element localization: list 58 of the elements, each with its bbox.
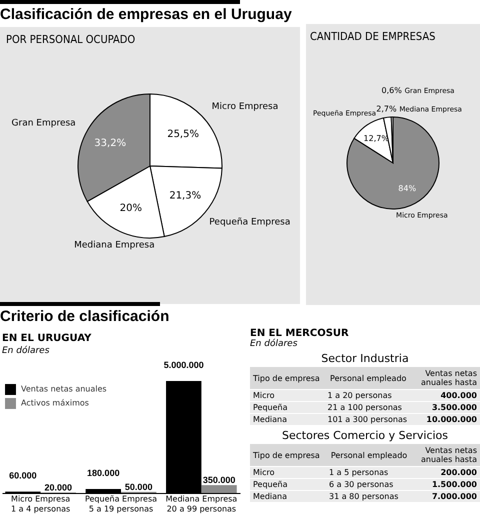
pie-slice <box>346 116 440 210</box>
data-label: 50.000 <box>124 482 152 492</box>
x-tick-label: Mediana Empresa 20 a 99 personas <box>166 494 238 514</box>
text: 3.500.000 <box>412 402 480 413</box>
data-label: 350.000 <box>202 475 236 486</box>
text: 200.000 <box>412 467 480 478</box>
text: 10.000.000 <box>412 414 480 425</box>
text: Tipo de empresa <box>250 444 326 466</box>
text: Tipo de empresa <box>250 367 324 389</box>
data-label: 0,6% <box>381 86 402 96</box>
slice-label: Mediana Empresa <box>74 240 155 250</box>
text: Ventas netas anuales hasta <box>412 444 480 466</box>
text: 400.000 <box>412 390 480 401</box>
data-label: 2,7% <box>376 104 397 114</box>
text: Micro <box>250 390 324 401</box>
legend-label: Activos máximos <box>21 398 89 408</box>
text: Micro <box>250 467 326 478</box>
x-tick-label: Micro Empresa 1 a 4 personas <box>10 494 70 514</box>
data-label: 180.000 <box>87 468 120 478</box>
x-tick-label: Pequeña Empresa 5 a 19 personas <box>84 494 158 514</box>
chart-title: Clasificación de empresas en el Uruguay <box>0 5 292 23</box>
text: 21 a 100 personas <box>324 402 412 413</box>
data-label: 20% <box>120 202 142 214</box>
text: 1.500.000 <box>412 479 480 490</box>
text: Mediana <box>250 414 324 425</box>
text: Ventas netas anuales hasta <box>412 367 480 389</box>
text: Personal empleado <box>326 444 412 466</box>
text: En dólares <box>2 345 50 356</box>
text: Pequeña <box>250 402 324 413</box>
chart-title: Criterio de clasificación <box>0 307 170 325</box>
text: 101 a 300 personas <box>324 414 412 425</box>
slice-label: Gran Empresa <box>12 118 76 129</box>
data-label: 20.000 <box>44 482 72 493</box>
text: Mediana <box>250 491 326 502</box>
data-label: 25,5% <box>167 128 199 140</box>
data-label: 84% <box>398 184 416 193</box>
text: 1 a 5 personas <box>326 467 412 478</box>
data-label: 33,2% <box>94 138 126 149</box>
chart-subtitle: EN EL URUGUAY <box>2 333 92 344</box>
text: Sectores Comercio y Servicios <box>280 429 450 442</box>
text: 31 a 80 personas <box>326 491 412 502</box>
text: En dólares <box>250 339 298 349</box>
slice-label: Pequeña Empresa <box>209 217 290 228</box>
chart-title: CANTIDAD DE EMPRESAS <box>310 30 436 43</box>
text: Pequeña <box>250 479 326 490</box>
text: 7.000.000 <box>412 491 480 502</box>
text: 6 a 30 personas <box>326 479 412 490</box>
text: Sector Industria <box>320 352 410 365</box>
data-label: 60.000 <box>9 470 37 481</box>
text: Personal empleado <box>324 367 412 389</box>
text: EN EL MERCOSUR <box>250 328 350 339</box>
text: 1 a 20 personas <box>324 390 412 401</box>
data-label: 21,3% <box>169 190 202 202</box>
legend-label: Ventas netas anuales <box>21 384 107 394</box>
data-label: 5.000.000 <box>164 360 204 370</box>
chart-subtitle: POR PERSONAL OCUPADO <box>6 33 136 46</box>
bar <box>201 485 237 493</box>
slice-label: Micro Empresa <box>212 102 278 112</box>
